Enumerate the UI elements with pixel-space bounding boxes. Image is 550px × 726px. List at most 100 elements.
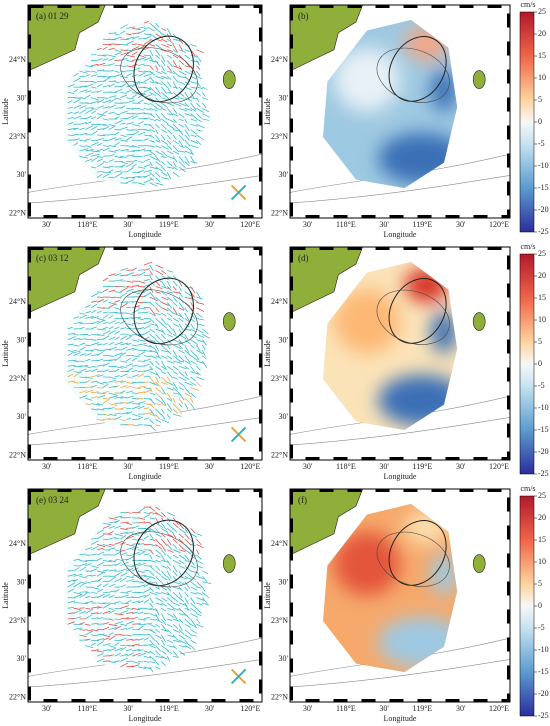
current-vector xyxy=(161,381,168,385)
current-vector xyxy=(102,166,110,169)
island xyxy=(222,554,236,573)
current-vector xyxy=(79,127,85,130)
current-vector xyxy=(172,102,182,107)
current-vector xyxy=(143,521,151,524)
current-vector xyxy=(196,296,203,300)
current-vector xyxy=(85,94,91,98)
current-vector xyxy=(184,344,190,353)
current-vector xyxy=(126,626,134,630)
current-vector xyxy=(184,134,190,141)
current-vector xyxy=(102,106,110,109)
current-vector xyxy=(172,398,176,403)
current-vector xyxy=(91,408,98,411)
current-vector xyxy=(161,650,167,655)
current-vector xyxy=(161,376,168,384)
current-vector xyxy=(73,578,79,582)
current-vector xyxy=(85,370,92,372)
y-tick-label: 24°N xyxy=(9,297,26,306)
current-vector xyxy=(108,647,117,652)
current-vector xyxy=(108,544,115,546)
current-vector xyxy=(91,126,98,130)
colorbar xyxy=(519,495,535,717)
current-vector xyxy=(132,413,141,418)
current-vector xyxy=(172,413,182,417)
current-vector xyxy=(166,140,172,145)
current-vector xyxy=(172,634,179,641)
current-vector xyxy=(126,648,133,652)
current-vector xyxy=(196,328,204,334)
current-vector xyxy=(167,118,176,123)
current-vector xyxy=(120,149,129,152)
current-vector xyxy=(172,538,178,544)
current-vector xyxy=(126,522,132,525)
current-vector xyxy=(167,54,173,59)
current-vector xyxy=(161,155,167,159)
x-tick-label: 118°E xyxy=(78,462,98,471)
current-vector xyxy=(120,412,129,415)
y-tick-label: 23°N xyxy=(271,616,288,625)
current-vector xyxy=(79,132,88,136)
current-vector xyxy=(126,122,134,125)
current-vector xyxy=(91,153,100,157)
current-vector xyxy=(108,547,116,551)
current-vector xyxy=(149,570,155,577)
current-vector xyxy=(108,58,115,61)
current-vector xyxy=(143,279,150,282)
current-vector xyxy=(108,296,115,299)
current-vector xyxy=(67,380,76,383)
current-vector xyxy=(79,553,86,556)
current-vector xyxy=(166,565,172,571)
current-vector xyxy=(149,328,156,333)
current-vector xyxy=(85,386,93,388)
current-vector xyxy=(190,398,194,403)
current-vector xyxy=(161,150,168,156)
current-vector xyxy=(108,125,116,130)
current-vector xyxy=(178,81,186,85)
current-vector xyxy=(172,60,178,67)
current-vector xyxy=(167,634,175,638)
current-vector xyxy=(149,618,156,621)
current-vector xyxy=(161,65,165,71)
current-vector xyxy=(120,577,127,582)
current-vector xyxy=(114,137,122,141)
current-vector xyxy=(114,578,123,582)
current-vector xyxy=(79,148,89,152)
current-vector xyxy=(137,562,147,567)
current-vector xyxy=(161,49,167,52)
current-vector xyxy=(184,145,192,152)
current-vector xyxy=(184,54,191,60)
current-vector xyxy=(202,344,206,350)
current-vector xyxy=(114,321,120,325)
current-vector xyxy=(167,102,175,107)
current-vector xyxy=(184,156,190,164)
current-vector xyxy=(96,364,105,367)
current-vector xyxy=(190,161,198,164)
x-tick-label: 30' xyxy=(123,220,133,229)
current-vector xyxy=(143,153,153,157)
current-vector xyxy=(184,65,191,68)
current-vector xyxy=(196,544,204,549)
current-vector xyxy=(126,590,133,593)
current-vector xyxy=(167,607,176,611)
current-vector xyxy=(120,390,126,394)
current-vector xyxy=(91,141,99,146)
current-vector xyxy=(96,113,106,117)
colorbar-tick-label: -25 xyxy=(538,469,549,478)
current-vector xyxy=(178,123,185,128)
current-vector xyxy=(67,617,75,620)
current-vector xyxy=(120,594,129,598)
current-vector xyxy=(73,98,81,104)
current-vector xyxy=(96,318,106,321)
current-vector xyxy=(184,360,192,365)
current-vector xyxy=(137,269,145,271)
current-vector xyxy=(167,549,174,553)
current-vector xyxy=(149,554,153,560)
current-vector xyxy=(79,85,87,88)
current-vector xyxy=(85,83,94,88)
current-vector xyxy=(172,302,178,307)
current-vector xyxy=(73,142,79,146)
current-vector xyxy=(190,366,195,372)
current-vector xyxy=(143,594,151,598)
current-vector xyxy=(172,403,180,411)
